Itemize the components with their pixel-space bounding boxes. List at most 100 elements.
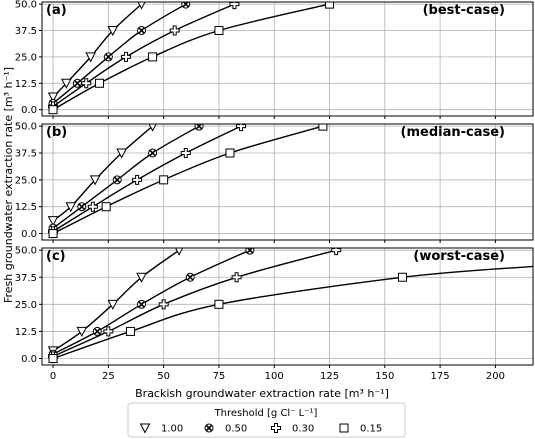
legend-entry: 0.30 [271, 423, 314, 435]
series-0.50 [48, 124, 204, 233]
panel-1: 0.0 12.5 25.0 37.5 50.0 (a) (best-case) [15, 0, 534, 119]
legend-label: 0.30 [292, 424, 314, 435]
data-point [229, 2, 240, 10]
legend: Threshold [g Cl⁻ L⁻¹] 1.00 0.50 0.30 0.15 [127, 402, 406, 438]
data-point [121, 51, 132, 62]
x-tick-label: 100 [265, 371, 284, 382]
panel-tag: (a) [46, 3, 67, 18]
y-tick-label: 25.0 [15, 52, 37, 63]
series-line [52, 125, 200, 229]
y-tick-label: 50.0 [15, 246, 37, 257]
y-tick-label: 12.5 [15, 327, 37, 338]
data-point [148, 124, 157, 132]
legend-entry: 1.00 [139, 423, 183, 435]
legend-title: Threshold [g Cl⁻ L⁻¹] [214, 408, 318, 419]
series-0.30 [48, 124, 247, 237]
data-point [89, 175, 101, 186]
data-point [95, 78, 105, 88]
data-point [48, 229, 58, 239]
data-point [85, 52, 96, 63]
series-0.15 [48, 265, 533, 363]
x-axis-label: Brackish groundwater extraction rate [m³… [135, 387, 389, 400]
data-point [107, 299, 119, 310]
legend-entries: 1.00 0.50 0.30 0.15 [139, 423, 382, 435]
data-point [47, 216, 59, 227]
data-point [103, 326, 114, 337]
data-point [159, 175, 169, 185]
data-point [148, 148, 158, 158]
legend-frame [127, 402, 406, 438]
data-point [245, 248, 255, 255]
data-point [48, 354, 58, 363]
legend-entry: 0.15 [339, 423, 382, 435]
legend-marker [271, 423, 281, 433]
series-0.50 [48, 2, 191, 108]
series-0.30 [48, 248, 342, 362]
data-point [137, 26, 147, 35]
legend-marker [139, 423, 151, 434]
data-point [112, 175, 122, 185]
y-tick-label: 37.5 [15, 149, 37, 160]
data-point [231, 272, 242, 283]
data-point [398, 272, 408, 282]
legend-marker [339, 423, 349, 433]
panel-case-label: (worst-case) [413, 249, 505, 264]
y-tick-label: 50.0 [15, 0, 37, 11]
x-tick-label: 0 [50, 371, 56, 382]
data-point [65, 202, 77, 213]
series-0.15 [48, 2, 335, 115]
y-tick-label: 12.5 [15, 79, 37, 90]
series-line [52, 3, 235, 108]
data-point [318, 124, 328, 131]
data-point [125, 326, 135, 336]
data-point [136, 272, 147, 283]
legend-label: 0.50 [225, 424, 247, 435]
legend-label: 1.00 [161, 424, 183, 435]
data-point [175, 248, 184, 256]
data-point [48, 105, 58, 115]
data-point [92, 326, 102, 336]
data-point [325, 2, 335, 9]
y-tick-label: 12.5 [15, 202, 37, 213]
plot-frame [41, 247, 534, 366]
y-tick-label: 37.5 [15, 26, 37, 37]
data-point [225, 148, 235, 158]
y-tick-label: 0.0 [21, 354, 37, 365]
panel-3: 0.0 12.5 25.0 37.5 50.0 0 25 50 75 100 125 150 175 20… [15, 246, 534, 382]
x-tick-label: 125 [320, 371, 339, 382]
data-point [132, 174, 143, 185]
data-point [77, 202, 87, 212]
x-tick-label: 175 [431, 371, 450, 382]
panel-case-label: (median-case) [401, 125, 505, 140]
x-tick-label: 75 [213, 371, 226, 382]
panel-tag: (c) [46, 249, 66, 264]
legend-label: 0.15 [360, 424, 382, 435]
data-point [137, 299, 147, 309]
data-point [158, 299, 169, 310]
panel-tag: (b) [46, 125, 67, 140]
data-point [194, 124, 204, 131]
data-point [103, 52, 113, 62]
series-0.15 [48, 124, 328, 239]
x-tick-label: 200 [486, 371, 505, 382]
data-point [214, 26, 224, 35]
grid [42, 2, 533, 116]
grid [42, 248, 533, 365]
data-point [181, 2, 191, 9]
plot-frame [41, 123, 534, 241]
series-line [52, 125, 242, 232]
data-point [81, 78, 92, 89]
y-tick-label: 0.0 [21, 229, 37, 240]
data-point [185, 272, 195, 282]
series-line [52, 249, 337, 357]
data-point [76, 326, 88, 337]
panel-case-label: (best-case) [423, 3, 505, 18]
data-point [180, 148, 191, 158]
x-tick-label: 150 [375, 371, 394, 382]
data-point [101, 202, 111, 212]
legend-marker [204, 423, 214, 433]
series-0.30 [48, 2, 240, 112]
y-tick-label: 50.0 [15, 122, 37, 133]
data-point [137, 2, 146, 10]
